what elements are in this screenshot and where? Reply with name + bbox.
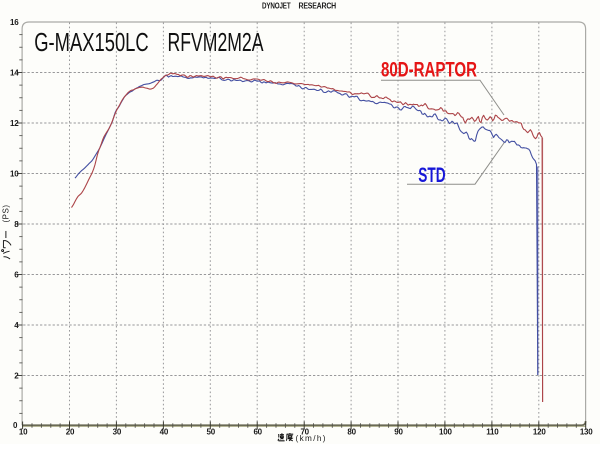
svg-text:40: 40 (160, 428, 169, 437)
svg-text:16: 16 (10, 18, 19, 27)
svg-text:(PS): (PS) (1, 205, 10, 223)
svg-text:G-MAX150LC: G-MAX150LC (34, 29, 149, 57)
svg-text:100: 100 (439, 428, 452, 437)
svg-text:6: 6 (14, 270, 19, 279)
svg-text:10: 10 (19, 428, 28, 437)
svg-text:20: 20 (66, 428, 75, 437)
svg-text:STD: STD (418, 163, 445, 187)
svg-text:60: 60 (253, 428, 262, 437)
svg-text:80: 80 (347, 428, 356, 437)
svg-text:(km/h): (km/h) (296, 434, 326, 443)
svg-text:110: 110 (486, 428, 499, 437)
svg-text:50: 50 (207, 428, 216, 437)
svg-text:120: 120 (533, 428, 546, 437)
svg-text:80D-RAPTOR: 80D-RAPTOR (381, 58, 477, 82)
svg-text:RESEARCH: RESEARCH (299, 1, 337, 10)
svg-text:DYNOJET: DYNOJET (262, 1, 291, 10)
svg-text:130: 130 (580, 428, 593, 437)
svg-text:14: 14 (10, 68, 19, 77)
svg-text:8: 8 (14, 220, 19, 229)
svg-text:RFVM2M2A: RFVM2M2A (168, 29, 264, 57)
svg-text:2: 2 (14, 371, 19, 380)
svg-text:10: 10 (10, 169, 19, 178)
svg-text:4: 4 (14, 321, 19, 330)
svg-text:70: 70 (300, 428, 309, 437)
svg-text:12: 12 (10, 119, 19, 128)
svg-text:30: 30 (113, 428, 122, 437)
svg-text:90: 90 (394, 428, 403, 437)
svg-text:0: 0 (13, 421, 18, 430)
